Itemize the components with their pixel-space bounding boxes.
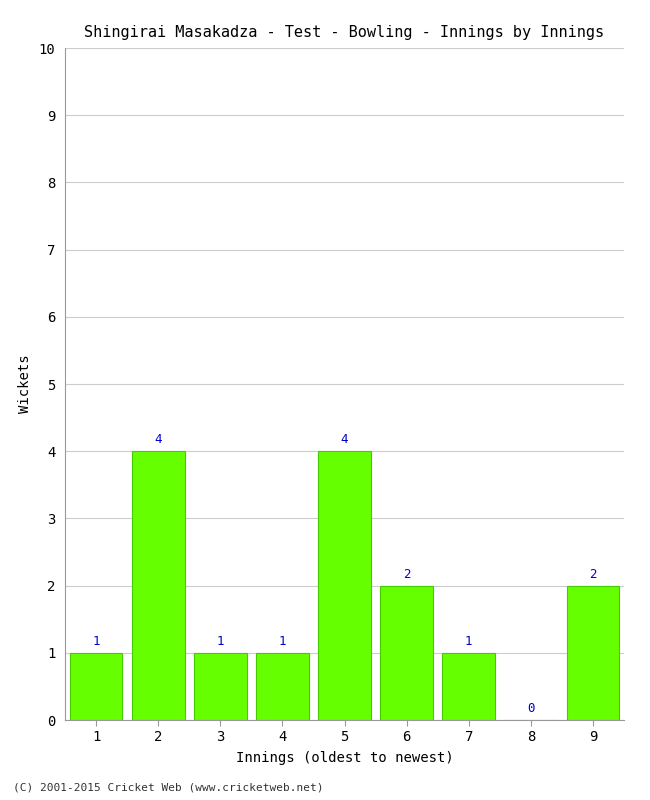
Title: Shingirai Masakadza - Test - Bowling - Innings by Innings: Shingirai Masakadza - Test - Bowling - I… (84, 25, 604, 40)
Text: 1: 1 (216, 635, 224, 648)
Text: 4: 4 (341, 434, 348, 446)
Bar (194, 653, 246, 720)
Text: 1: 1 (92, 635, 100, 648)
Text: (C) 2001-2015 Cricket Web (www.cricketweb.net): (C) 2001-2015 Cricket Web (www.cricketwe… (13, 782, 324, 792)
Text: 2: 2 (403, 568, 410, 581)
Bar (132, 451, 185, 720)
Text: 1: 1 (465, 635, 473, 648)
Text: 1: 1 (279, 635, 286, 648)
Bar (380, 586, 433, 720)
Text: 2: 2 (589, 568, 597, 581)
Bar (70, 653, 122, 720)
Bar (442, 653, 495, 720)
Bar (567, 586, 619, 720)
Bar (318, 451, 371, 720)
Text: 0: 0 (527, 702, 534, 715)
Bar (256, 653, 309, 720)
X-axis label: Innings (oldest to newest): Innings (oldest to newest) (235, 751, 454, 766)
Text: 4: 4 (155, 434, 162, 446)
Y-axis label: Wickets: Wickets (18, 354, 32, 414)
